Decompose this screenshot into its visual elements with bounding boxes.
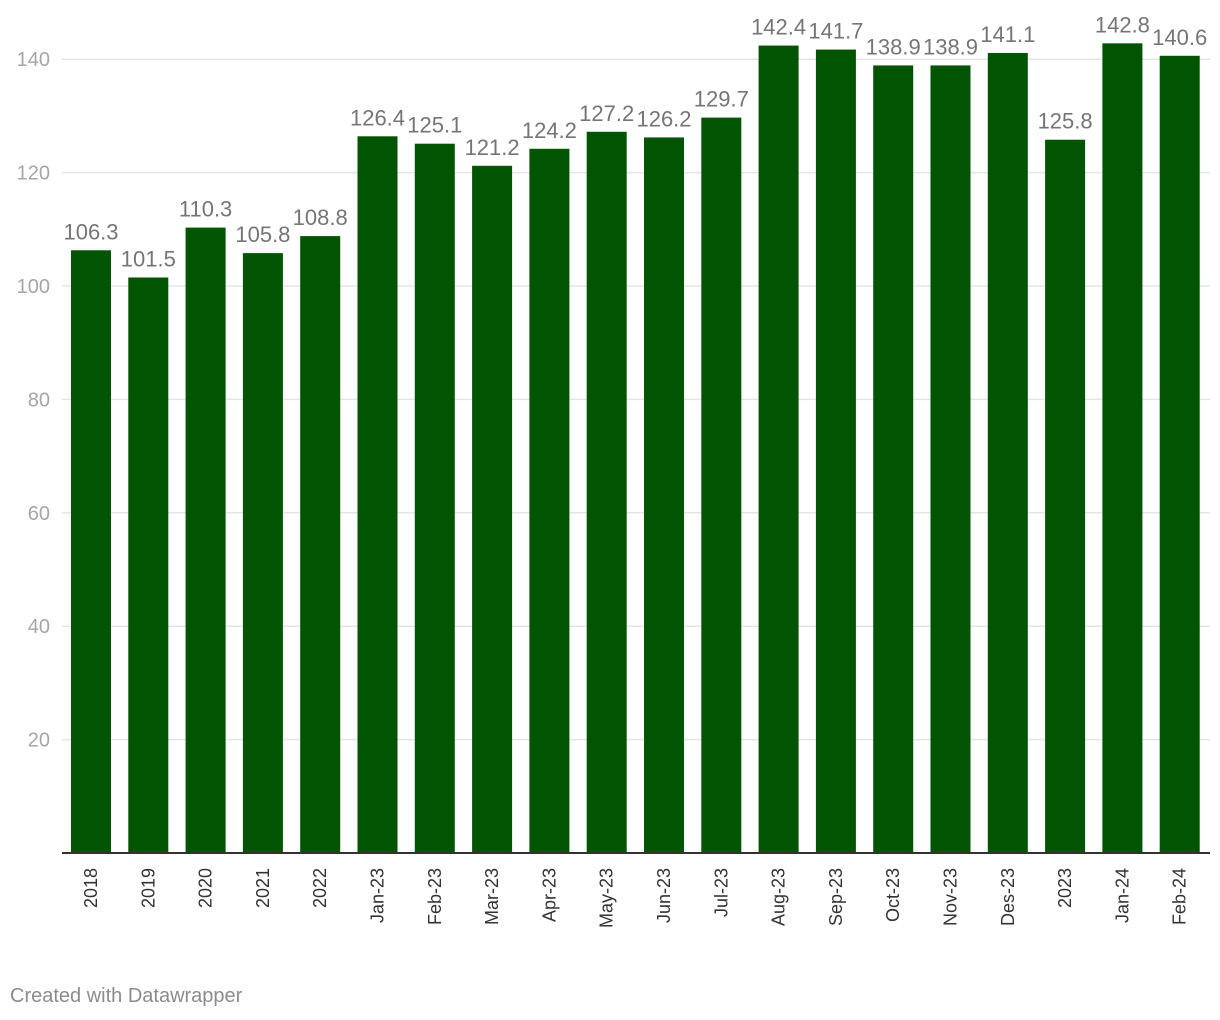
x-tick-label: Des-23 (998, 868, 1018, 926)
x-tick-label: Nov-23 (941, 868, 961, 926)
x-tick-label: 2018 (81, 868, 101, 908)
y-tick-label: 20 (28, 730, 50, 752)
bar-2020 (185, 227, 226, 853)
x-tick-label: May-23 (597, 868, 617, 928)
bar-oct-23 (873, 65, 914, 853)
y-tick-label: 60 (28, 503, 50, 525)
value-label: 138.9 (923, 34, 978, 59)
gridlines (62, 58, 1210, 741)
value-label: 101.5 (121, 246, 176, 271)
value-label: 108.8 (293, 205, 348, 230)
value-label: 142.8 (1095, 12, 1150, 37)
bar-jun-23 (644, 137, 684, 854)
x-tick-label: 2020 (196, 868, 216, 908)
value-label: 141.1 (980, 22, 1035, 47)
bar-feb-24 (1159, 55, 1200, 854)
bar-jul-23 (701, 117, 742, 853)
credit-text: Created with Datawrapper (10, 985, 243, 1007)
value-label: 125.1 (407, 113, 462, 138)
value-label: 110.3 (179, 197, 232, 222)
value-label: 141.7 (808, 19, 863, 44)
value-label: 125.8 (1038, 109, 1093, 134)
y-tick-label: 80 (28, 389, 50, 411)
x-tick-label: Feb-23 (425, 868, 445, 925)
x-tick-label: Jan-24 (1112, 868, 1132, 923)
value-label: 121.2 (465, 135, 520, 160)
y-tick-label: 100 (17, 276, 50, 298)
x-tick-label: 2021 (253, 868, 273, 908)
x-tick-label: Feb-24 (1170, 868, 1190, 925)
value-label: 126.2 (636, 106, 691, 131)
x-tick-label: Aug-23 (769, 868, 789, 926)
bar-feb-23 (414, 143, 455, 854)
bar-jan-24 (1102, 43, 1143, 854)
x-tick-label: Mar-23 (482, 868, 502, 925)
value-label: 106.3 (63, 219, 118, 244)
bar-mar-23 (472, 165, 513, 853)
bar-aug-23 (758, 45, 799, 854)
bar-2019 (128, 277, 169, 853)
y-tick-label: 140 (17, 49, 50, 71)
value-label: 126.4 (350, 105, 405, 130)
x-tick-label: Jun-23 (654, 868, 674, 923)
x-tick-label: 2019 (138, 868, 158, 908)
bar-2023 (1045, 139, 1086, 854)
y-axis-ticks: 20 40 60 80 100 120 140 (17, 49, 50, 751)
bar-apr-23 (529, 148, 570, 853)
value-label: 127.2 (579, 101, 634, 126)
x-tick-label: Jul-23 (711, 868, 731, 917)
y-tick-label: 40 (28, 616, 50, 638)
x-tick-label: 2023 (1055, 868, 1075, 908)
x-tick-label: Oct-23 (883, 868, 903, 922)
x-tick-label: Apr-23 (539, 868, 559, 922)
bar-2022 (300, 236, 341, 853)
bar-des-23 (987, 52, 1028, 853)
value-label: 105.8 (235, 222, 290, 247)
bars (71, 43, 1200, 854)
value-label: 138.9 (866, 34, 921, 59)
bar-2021 (242, 253, 283, 853)
x-tick-label: Sep-23 (826, 868, 846, 926)
bar-sep-23 (815, 49, 856, 854)
x-tick-label: 2022 (310, 868, 330, 908)
value-label: 142.4 (751, 15, 806, 40)
bar-2018 (71, 250, 111, 854)
x-tick-label: Jan-23 (368, 868, 388, 923)
bar-nov-23 (930, 65, 971, 853)
value-label: 140.6 (1152, 25, 1207, 50)
value-label: 129.7 (694, 87, 749, 112)
bar-may-23 (586, 131, 627, 853)
x-axis-labels: 2018 2019 2020 2021 2022 Jan-23 Feb-23 Mar-23 Ap… (81, 868, 1190, 928)
bar-jan-23 (357, 136, 398, 853)
value-label: 124.2 (522, 118, 577, 143)
y-tick-label: 120 (17, 163, 50, 185)
